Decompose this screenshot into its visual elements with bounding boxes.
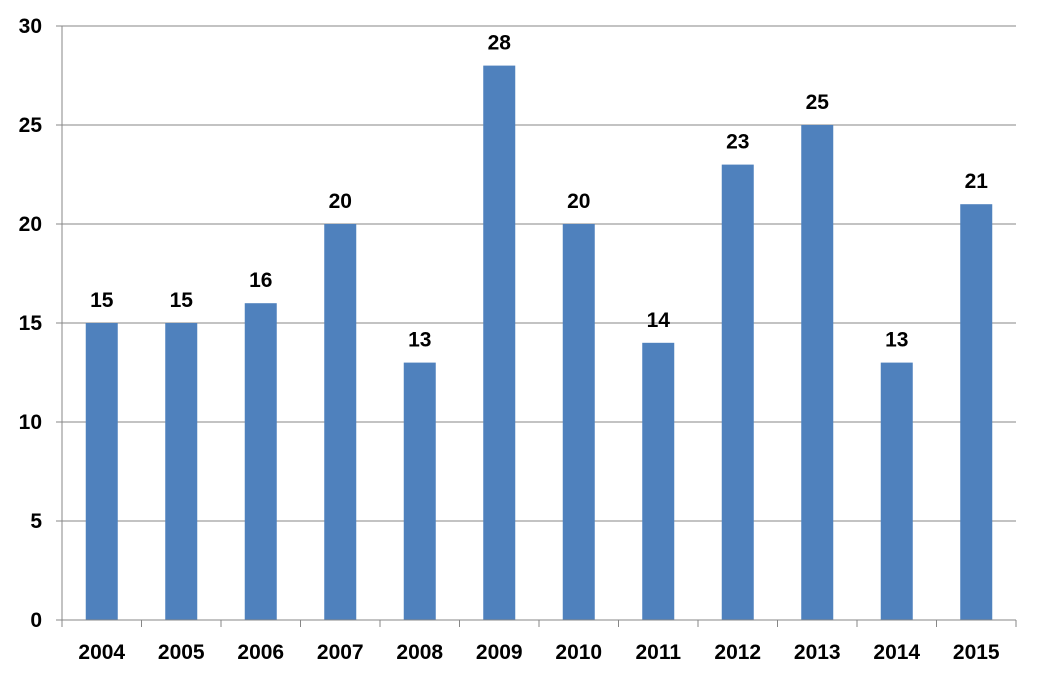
- bar-2014: [880, 362, 913, 620]
- x-tick-label: 2007: [317, 641, 364, 664]
- bar-2013: [801, 125, 834, 620]
- data-label: 14: [647, 309, 671, 332]
- x-tick-label: 2005: [158, 641, 205, 664]
- x-tick-label: 2008: [396, 641, 443, 664]
- data-label: 13: [408, 329, 431, 352]
- data-label: 21: [965, 170, 989, 193]
- x-tick-label: 2013: [794, 641, 841, 664]
- bar-2010: [562, 224, 595, 620]
- bar-2011: [642, 342, 675, 620]
- bar-2007: [324, 224, 357, 620]
- bars: [85, 65, 993, 621]
- x-tick-label: 2014: [873, 641, 920, 664]
- bar-2008: [403, 362, 436, 620]
- data-label: 15: [90, 289, 114, 312]
- data-label: 28: [488, 32, 512, 55]
- data-label: 20: [567, 190, 590, 213]
- bar-2004: [85, 323, 118, 620]
- x-tick-label: 2011: [635, 641, 681, 664]
- bar-2012: [721, 164, 754, 620]
- y-tick-label: 30: [19, 15, 42, 38]
- data-label: 16: [249, 269, 272, 292]
- y-tick-label: 15: [19, 312, 43, 335]
- data-label: 20: [329, 190, 352, 213]
- y-tick-label: 20: [19, 213, 42, 236]
- y-tick-label: 10: [19, 411, 42, 434]
- data-label: 13: [885, 329, 908, 352]
- x-tick-label: 2015: [953, 641, 1000, 664]
- x-tick-label: 2004: [78, 641, 125, 664]
- data-label: 23: [726, 131, 749, 154]
- bar-2015: [960, 204, 993, 620]
- x-tick-label: 2009: [476, 641, 523, 664]
- x-tick-label: 2006: [237, 641, 284, 664]
- y-tick-label: 5: [30, 510, 42, 533]
- gridlines: [62, 25, 1016, 522]
- y-tick-label: 25: [19, 114, 43, 137]
- bar-2005: [165, 323, 198, 620]
- x-tick-label: 2010: [555, 641, 602, 664]
- bar-2009: [483, 65, 516, 621]
- axes: [56, 25, 1017, 627]
- data-label: 15: [170, 289, 194, 312]
- labels: 0 5 10 15 20 25 30 15 2004 15 2005 16 2006 20 2007 13 20…: [19, 15, 1000, 664]
- data-label: 25: [806, 91, 830, 114]
- y-tick-label: 0: [30, 609, 42, 632]
- bar-2006: [244, 303, 277, 620]
- x-tick-label: 2012: [714, 641, 761, 664]
